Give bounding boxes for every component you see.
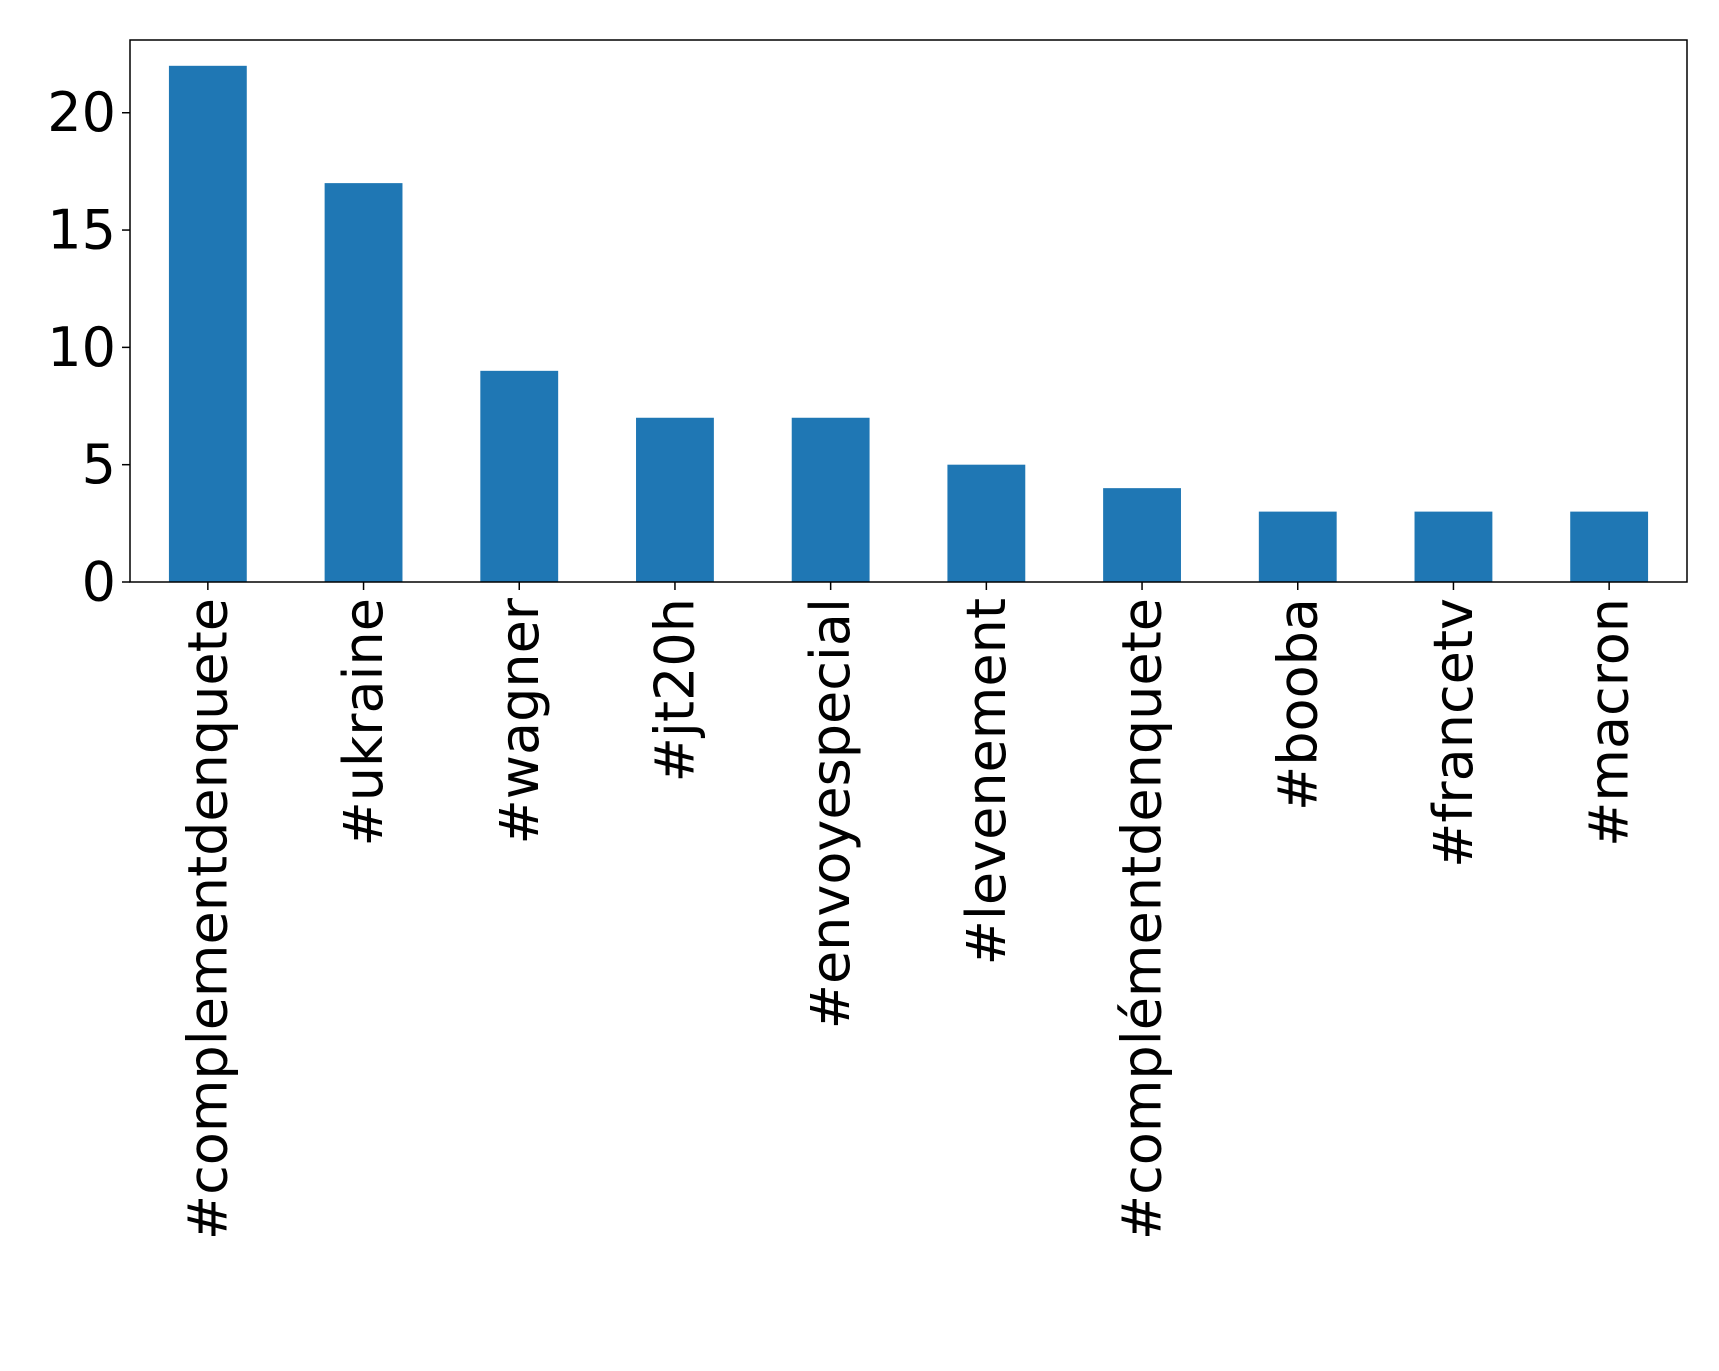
x-tick-label: #complémentdenquete: [1111, 598, 1174, 1240]
x-tick-label: #jt20h: [643, 598, 706, 782]
x-tick-label: #ukraine: [332, 598, 395, 846]
x-tick-label: #complementdenquete: [176, 598, 239, 1240]
bar-2: [324, 183, 403, 582]
bar-4: [636, 417, 714, 582]
y-tick-label: 15: [47, 199, 116, 262]
x-tick-label: #levenement: [955, 598, 1018, 965]
x-axis: #complementdenquete #ukraine #wagner #jt20h…: [176, 582, 1641, 1240]
x-tick-label: #booba: [1266, 598, 1329, 811]
y-axis: 0 5 10 15 20: [47, 81, 130, 614]
x-tick-label: #francetv: [1422, 598, 1485, 868]
bar-5: [791, 417, 870, 582]
y-tick-label: 0: [82, 551, 116, 614]
x-tick-label: #macron: [1578, 598, 1641, 847]
bar-8: [1258, 511, 1337, 582]
bar-6: [947, 464, 1026, 582]
x-tick-label: #envoyespecial: [799, 598, 862, 1029]
bar-3: [480, 370, 559, 582]
y-tick-label: 5: [82, 433, 116, 496]
bar-9: [1414, 511, 1493, 582]
x-tick-label: #wagner: [488, 597, 551, 844]
bar-7: [1103, 488, 1181, 582]
bar-10: [1570, 511, 1649, 582]
plot-frame: [129, 39, 1688, 583]
bars-group: [168, 65, 1649, 583]
y-tick-label: 20: [47, 81, 116, 144]
y-tick-label: 10: [47, 316, 116, 379]
bar-1: [168, 65, 247, 583]
